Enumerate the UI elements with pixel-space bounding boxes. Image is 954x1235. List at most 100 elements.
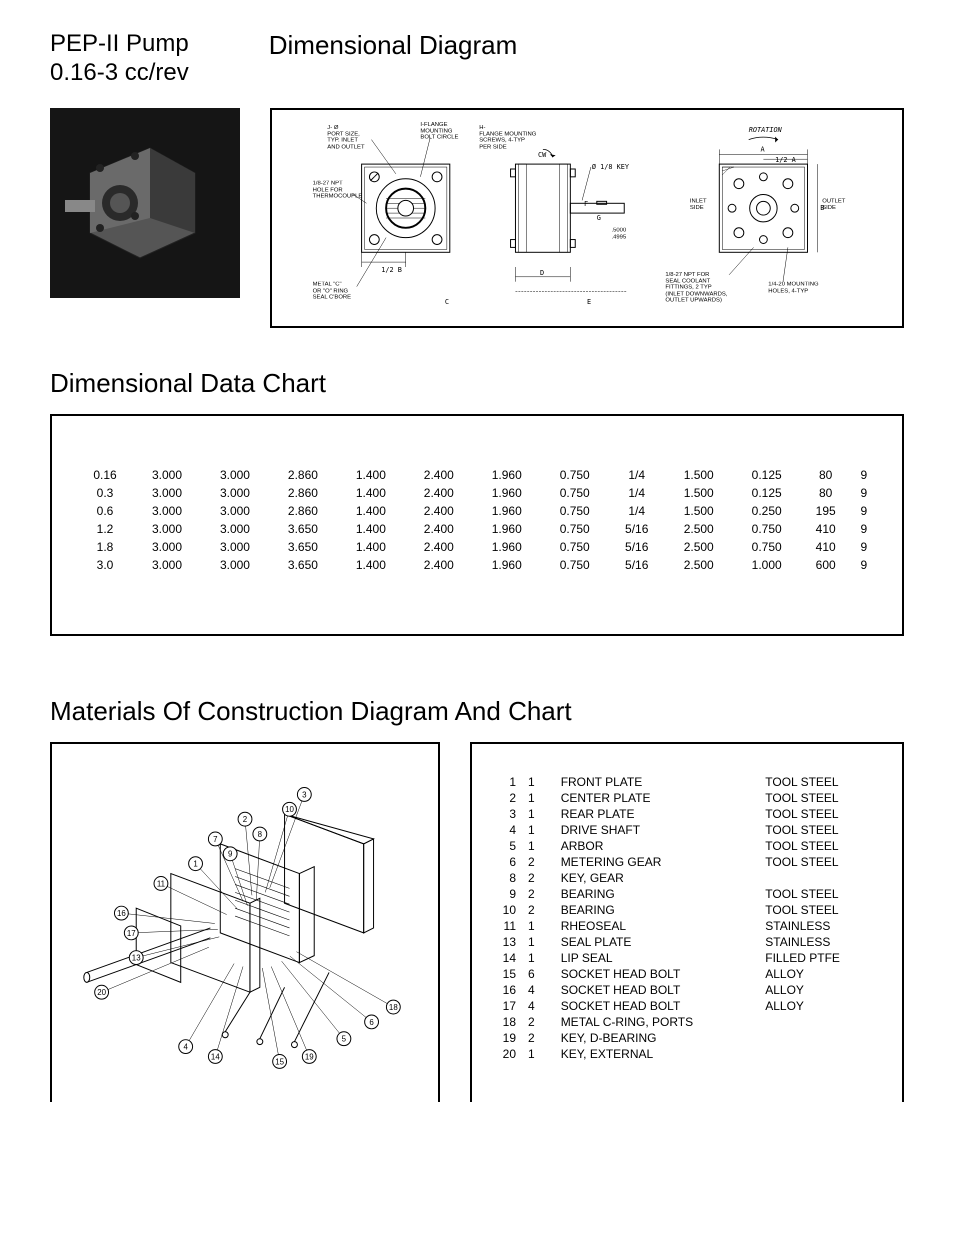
table-cell: SOCKET HEAD BOLT: [555, 982, 760, 998]
table-row: 174SOCKET HEAD BOLTALLOY: [492, 998, 882, 1014]
label-half-b: 1/2 B: [381, 265, 402, 273]
table-cell: 2.400: [405, 556, 473, 574]
table-cell: CENTER PLATE: [555, 790, 760, 806]
label-thermocouple: 1/8-27 NPTHOLE FORTHERMOCOUPLE: [313, 180, 372, 199]
table-cell: [759, 870, 882, 886]
table-cell: 3.0: [77, 556, 133, 574]
table-cell: DRIVE SHAFT: [555, 822, 760, 838]
table-cell: 20: [492, 1046, 522, 1062]
materials-diagram: 31028911116171320414151956187: [50, 742, 440, 1102]
table-cell: 0.750: [733, 520, 801, 538]
table-cell: 1: [522, 822, 555, 838]
callout-number: 9: [228, 849, 233, 858]
table-cell: 2.400: [405, 502, 473, 520]
table-row: 3.03.0003.0003.6501.4002.4001.9600.7505/…: [77, 556, 877, 574]
table-row: 192KEY, D-BEARING: [492, 1030, 882, 1046]
table-cell: 1: [522, 918, 555, 934]
table-row: 21CENTER PLATETOOL STEEL: [492, 790, 882, 806]
table-cell: 410: [801, 520, 851, 538]
label-dim-d: D: [540, 268, 544, 276]
table-row: 0.33.0003.0002.8601.4002.4001.9600.7501/…: [77, 484, 877, 502]
table-cell: 1.960: [473, 466, 541, 484]
table-cell: [759, 1046, 882, 1062]
table-cell: 14: [492, 950, 522, 966]
table-cell: RHEOSEAL: [555, 918, 760, 934]
table-cell: 3.000: [201, 538, 269, 556]
table-cell: 0.16: [77, 466, 133, 484]
table-row: 164SOCKET HEAD BOLTALLOY: [492, 982, 882, 998]
table-cell: 11: [492, 918, 522, 934]
pump-photo: [50, 108, 240, 298]
table-row: 92BEARINGTOOL STEEL: [492, 886, 882, 902]
table-cell: 2.500: [665, 520, 733, 538]
table-cell: REAR PLATE: [555, 806, 760, 822]
table-cell: 2.860: [269, 502, 337, 520]
table-cell: 2: [522, 870, 555, 886]
table-cell: KEY, EXTERNAL: [555, 1046, 760, 1062]
table-cell: 3.000: [201, 466, 269, 484]
table-cell: TOOL STEEL: [759, 790, 882, 806]
label-outlet: OUTLETSIDE: [822, 198, 856, 211]
table-cell: 0.750: [541, 466, 609, 484]
table-cell: 3.650: [269, 520, 337, 538]
table-cell: 3.000: [133, 484, 201, 502]
table-cell: TOOL STEEL: [759, 774, 882, 790]
materials-row: 31028911116171320414151956187 11FRONT PL…: [50, 742, 904, 1102]
dimensional-data-table: 0.163.0003.0002.8601.4002.4001.9600.7501…: [77, 466, 877, 574]
table-cell: 4: [492, 822, 522, 838]
table-row: 82KEY, GEAR: [492, 870, 882, 886]
table-row: 0.63.0003.0002.8601.4002.4001.9600.7501/…: [77, 502, 877, 520]
label-dim-c: C: [445, 298, 449, 306]
table-cell: 0.750: [541, 520, 609, 538]
table-cell: 2.860: [269, 466, 337, 484]
callout-number: 18: [389, 1003, 398, 1012]
table-cell: STAINLESS: [759, 934, 882, 950]
label-dim-a: A: [760, 145, 764, 153]
table-cell: 1/4: [609, 484, 665, 502]
callout-number: 8: [258, 830, 263, 839]
table-cell: 3.000: [201, 556, 269, 574]
table-row: 62METERING GEARTOOL STEEL: [492, 854, 882, 870]
table-cell: 2.500: [665, 538, 733, 556]
table-cell: 2: [522, 1030, 555, 1046]
table-cell: 1.500: [665, 502, 733, 520]
table-cell: 4: [522, 982, 555, 998]
table-cell: 0.250: [733, 502, 801, 520]
label-dim-f: F: [584, 200, 588, 208]
table-cell: 13: [492, 934, 522, 950]
table-cell: 1.500: [665, 466, 733, 484]
table-cell: 6: [522, 966, 555, 982]
callout-number: 16: [117, 909, 126, 918]
table-row: 182METAL C-RING, PORTS: [492, 1014, 882, 1030]
table-cell: 1: [522, 806, 555, 822]
table-cell: 1.000: [733, 556, 801, 574]
table-cell: 1.960: [473, 520, 541, 538]
table-cell: 195: [801, 502, 851, 520]
table-cell: 410: [801, 538, 851, 556]
table-cell: 1/4: [609, 502, 665, 520]
table-cell: 9: [851, 502, 877, 520]
table-cell: 3.650: [269, 556, 337, 574]
table-cell: TOOL STEEL: [759, 902, 882, 918]
table-cell: FRONT PLATE: [555, 774, 760, 790]
table-cell: 3.000: [201, 484, 269, 502]
table-cell: 8: [492, 870, 522, 886]
callout-number: 14: [211, 1052, 220, 1061]
table-cell: LIP SEAL: [555, 950, 760, 966]
dimensional-diagram: 1/2 B J- ØPORT SIZE,TYP. INLETAND OUTLET…: [270, 108, 904, 328]
table-cell: 15: [492, 966, 522, 982]
table-cell: 3.000: [201, 520, 269, 538]
table-cell: 3.000: [133, 556, 201, 574]
callout-number: 19: [305, 1052, 314, 1061]
table-cell: 3.650: [269, 538, 337, 556]
table-cell: [759, 1014, 882, 1030]
label-dim-e: E: [587, 298, 591, 306]
table-cell: 1.400: [337, 538, 405, 556]
table-cell: 0.6: [77, 502, 133, 520]
table-cell: 5/16: [609, 538, 665, 556]
table-row: 11FRONT PLATETOOL STEEL: [492, 774, 882, 790]
table-cell: 0.3: [77, 484, 133, 502]
table-cell: BEARING: [555, 902, 760, 918]
table-cell: KEY, D-BEARING: [555, 1030, 760, 1046]
materials-table: 11FRONT PLATETOOL STEEL21CENTER PLATETOO…: [492, 774, 882, 1062]
